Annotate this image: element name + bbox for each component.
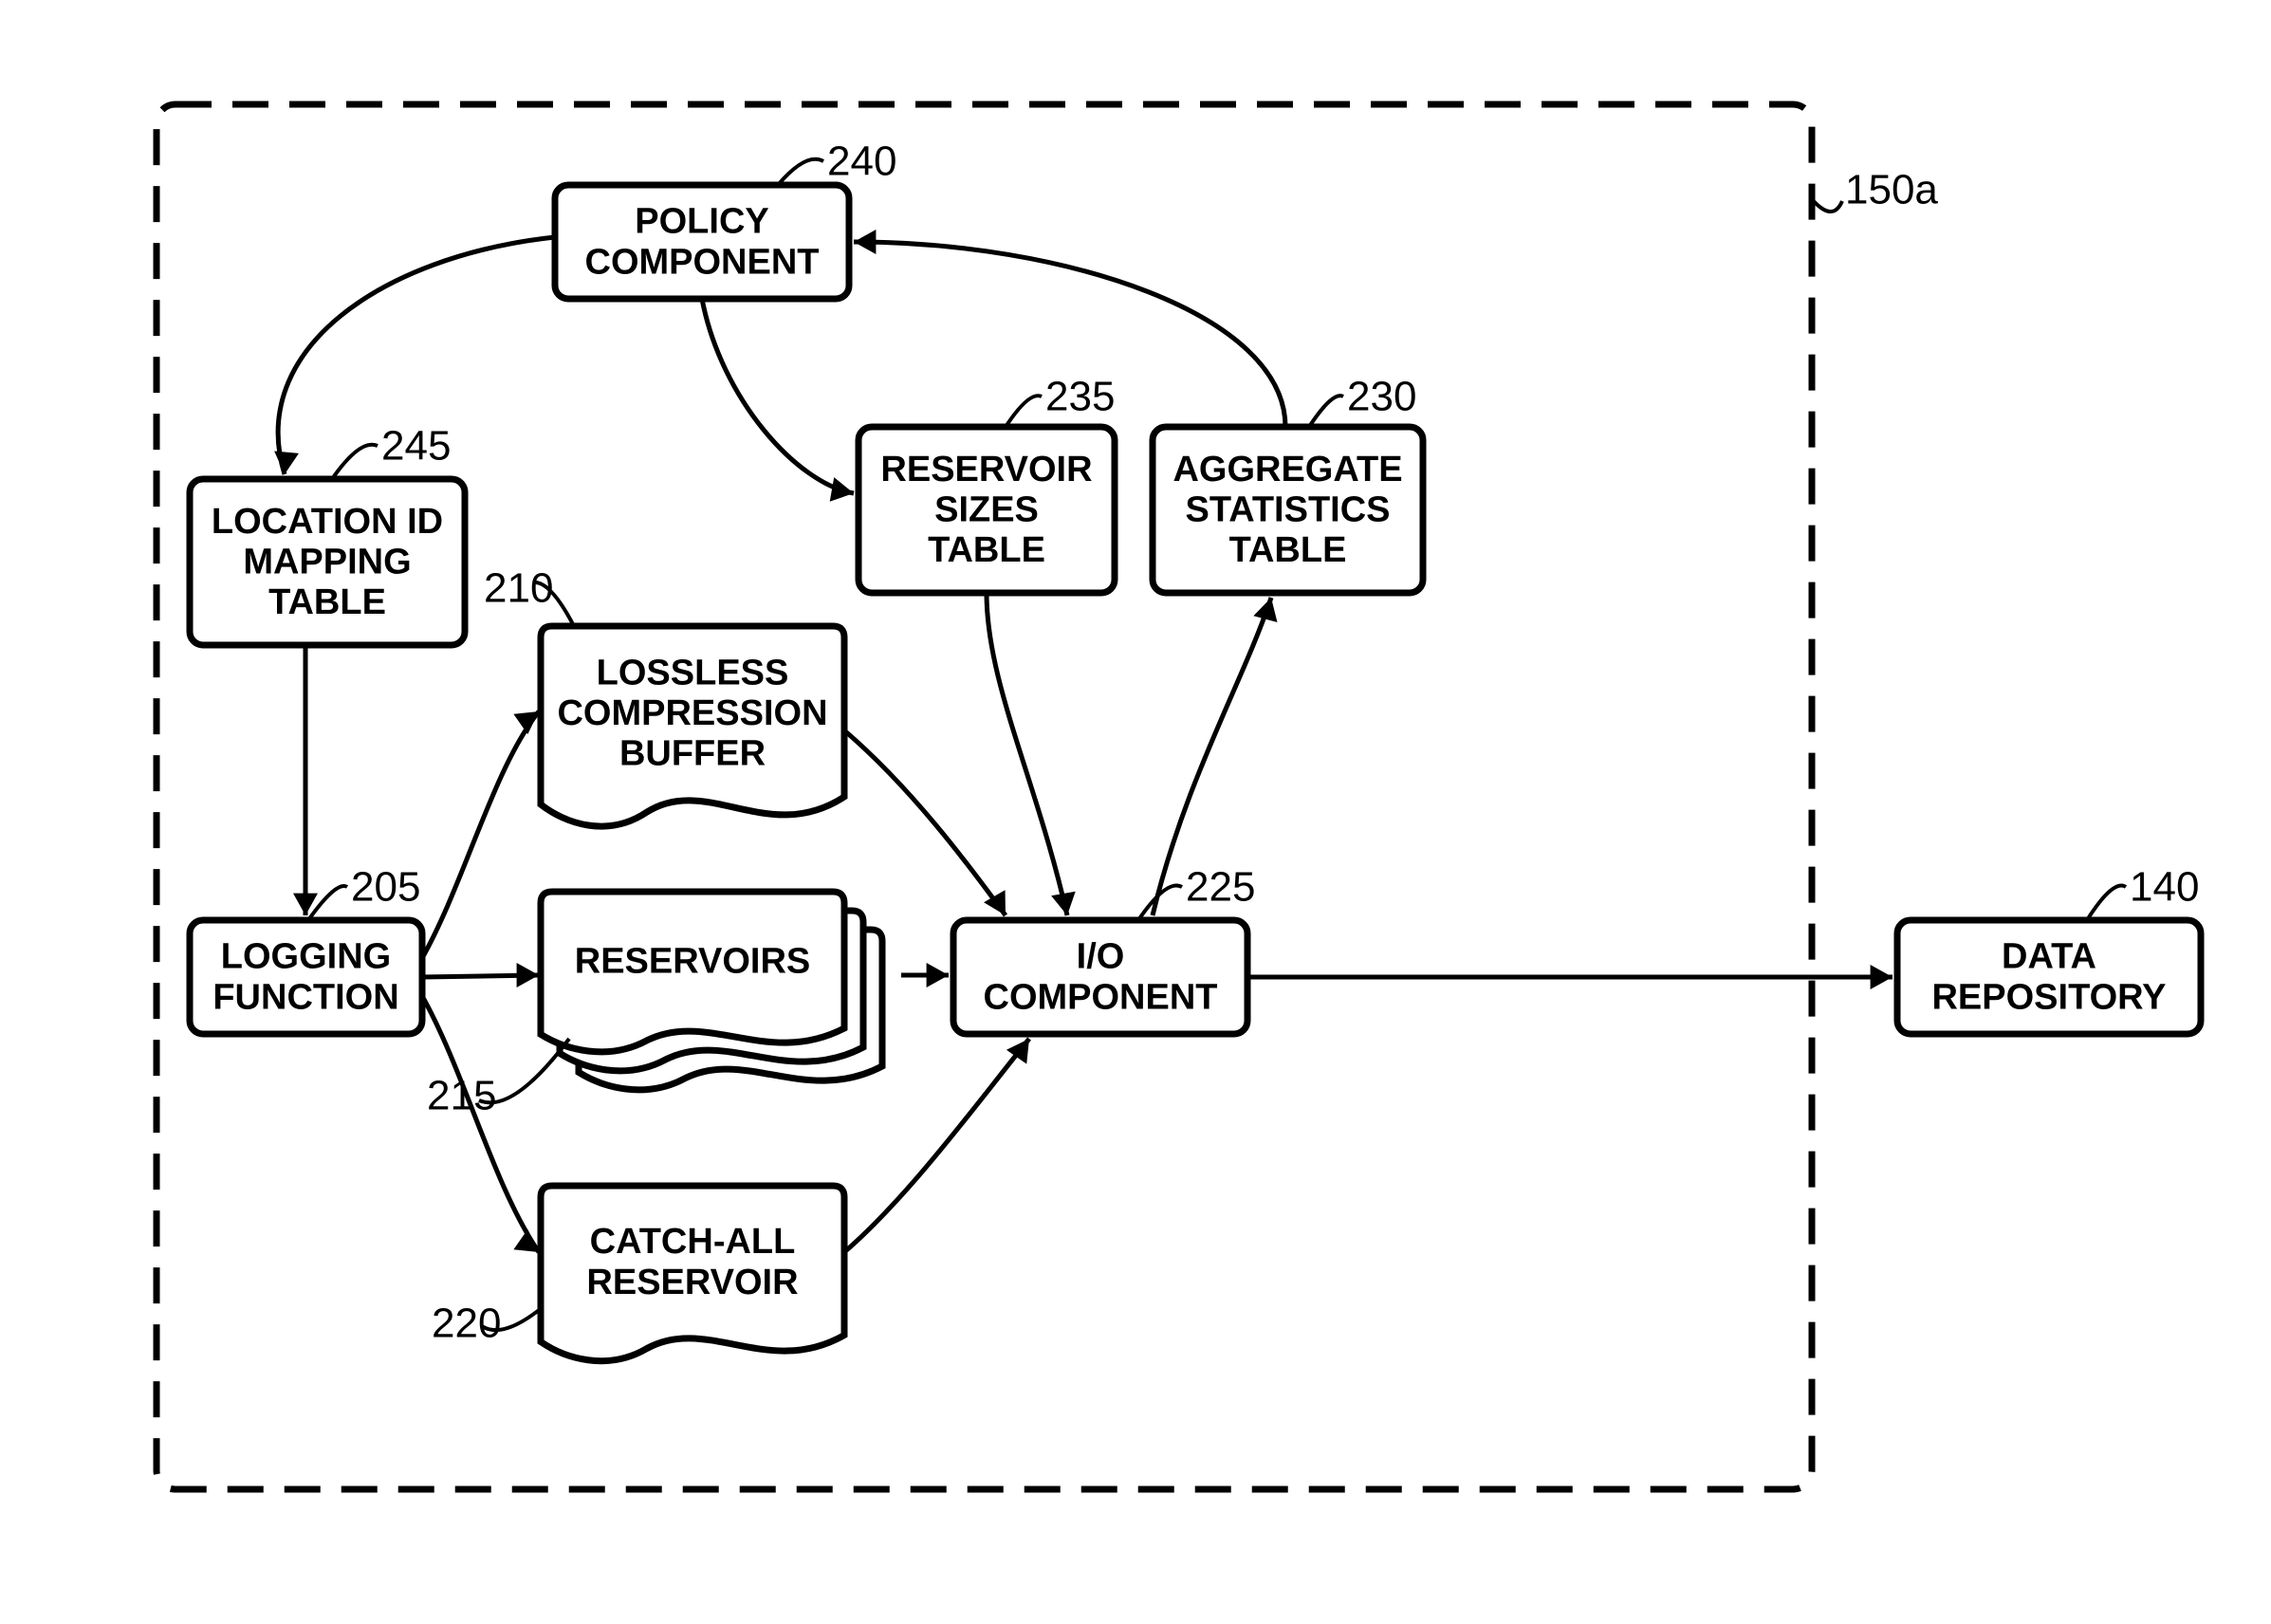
- svg-text:AGGREGATE: AGGREGATE: [1172, 450, 1402, 489]
- svg-text:LOSSLESS: LOSSLESS: [597, 653, 789, 692]
- edge-policy_bottom-res_sizes_left: [702, 299, 854, 493]
- svg-text:SIZES: SIZES: [934, 490, 1039, 530]
- svg-text:TABLE: TABLE: [1229, 530, 1347, 570]
- svg-text:140: 140: [2130, 864, 2199, 911]
- svg-text:150a: 150a: [1845, 167, 1938, 213]
- svg-text:225: 225: [1186, 864, 1255, 911]
- svg-text:TABLE: TABLE: [268, 582, 386, 622]
- svg-text:COMPONENT: COMPONENT: [585, 242, 820, 282]
- svg-text:230: 230: [1347, 374, 1416, 420]
- edge-logging_right-catchall_left: [422, 996, 539, 1252]
- edge-lossless_right-io_top: [844, 730, 1006, 915]
- svg-text:CATCH-ALL: CATCH-ALL: [590, 1222, 796, 1262]
- svg-text:LOCATION ID: LOCATION ID: [212, 502, 443, 542]
- svg-text:RESERVOIRS: RESERVOIRS: [575, 942, 810, 982]
- edge-logging_right-lossless_left: [422, 711, 539, 958]
- svg-text:205: 205: [351, 864, 420, 911]
- svg-text:COMPONENT: COMPONENT: [984, 977, 1218, 1017]
- svg-text:235: 235: [1045, 374, 1115, 420]
- svg-text:MAPPING: MAPPING: [243, 543, 411, 582]
- svg-text:POLICY: POLICY: [635, 202, 768, 242]
- svg-text:220: 220: [432, 1301, 501, 1347]
- svg-text:FUNCTION: FUNCTION: [212, 977, 398, 1017]
- svg-text:TABLE: TABLE: [928, 530, 1045, 570]
- svg-text:I/O: I/O: [1077, 937, 1125, 977]
- svg-text:LOGGING: LOGGING: [221, 937, 391, 977]
- svg-text:210: 210: [484, 565, 553, 612]
- svg-text:RESERVOIR: RESERVOIR: [586, 1263, 798, 1302]
- svg-text:RESERVOIR: RESERVOIR: [880, 450, 1092, 489]
- svg-text:245: 245: [381, 423, 451, 470]
- svg-text:REPOSITORY: REPOSITORY: [1931, 977, 2166, 1017]
- svg-text:STATISTICS: STATISTICS: [1185, 490, 1390, 530]
- svg-text:BUFFER: BUFFER: [619, 734, 766, 774]
- edge-res_sizes_bottom-io_top: [987, 593, 1067, 915]
- svg-text:DATA: DATA: [2002, 937, 2096, 977]
- svg-text:240: 240: [827, 138, 896, 185]
- svg-text:COMPRESSION: COMPRESSION: [557, 693, 827, 733]
